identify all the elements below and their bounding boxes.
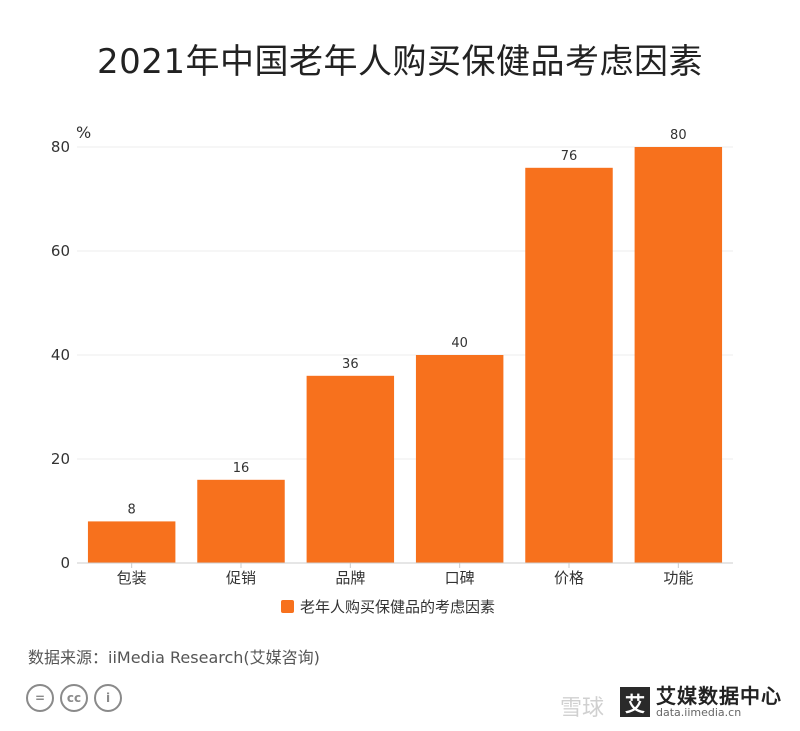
y-tick-label: 0 <box>60 554 70 572</box>
x-tick-label: 包装 <box>117 569 147 587</box>
data-label: 16 <box>233 461 250 476</box>
brand-logo: 艾 艾媒数据中心 data.iimedia.cn <box>620 686 782 719</box>
legend-swatch <box>281 600 294 613</box>
y-unit-label: % <box>76 123 91 142</box>
legend-label: 老年人购买保健品的考虑因素 <box>300 598 495 616</box>
watermark: 雪球 <box>560 696 605 721</box>
chart-title: 2021年中国老年人购买保健品考虑因素 <box>96 42 704 82</box>
legend: 老年人购买保健品的考虑因素 <box>281 598 495 616</box>
logo-name: 艾媒数据中心 <box>656 684 782 708</box>
y-tick-label: 60 <box>51 242 70 260</box>
x-tick-label: 口碑 <box>445 569 475 587</box>
data-label: 36 <box>342 357 359 372</box>
gridlines <box>77 146 733 460</box>
source-note: 数据来源：iiMedia Research(艾媒咨询) <box>28 648 320 667</box>
bar <box>306 375 395 563</box>
data-label: 8 <box>128 502 136 517</box>
bar <box>525 167 613 564</box>
y-axis: 0 20 40 60 80% <box>51 123 91 572</box>
bar <box>415 355 504 563</box>
bar-chart: 0 20 40 60 80% 8 16 36 40 76 80 包装 促销 品牌 口碑 价格 功能 老年人购… <box>51 123 733 616</box>
data-label: 76 <box>561 149 578 164</box>
x-tick-label: 品牌 <box>335 569 365 587</box>
y-tick-label: 40 <box>51 346 70 364</box>
x-axis: 包装 促销 品牌 口碑 价格 功能 <box>77 562 733 587</box>
cc-equals-icon: = <box>26 684 54 712</box>
bar <box>634 147 723 563</box>
cc-attribution-icon: i <box>94 684 122 712</box>
bar <box>87 521 176 563</box>
data-label: 80 <box>670 128 687 143</box>
data-labels: 8 16 36 40 76 80 <box>128 128 687 517</box>
logo-url: data.iimedia.cn <box>656 706 742 719</box>
x-tick-label: 价格 <box>554 569 584 587</box>
x-tick-label: 功能 <box>663 569 693 587</box>
logo-mark: 艾 <box>620 687 650 718</box>
y-tick-label: 80 <box>51 138 70 156</box>
y-tick-label: 20 <box>51 450 70 468</box>
bar <box>197 479 285 563</box>
data-label: 40 <box>451 336 468 351</box>
bars <box>87 147 723 564</box>
x-tick-label: 促销 <box>226 569 256 587</box>
license-badges: = cc i <box>26 684 122 712</box>
cc-license-icon: cc <box>60 684 88 712</box>
